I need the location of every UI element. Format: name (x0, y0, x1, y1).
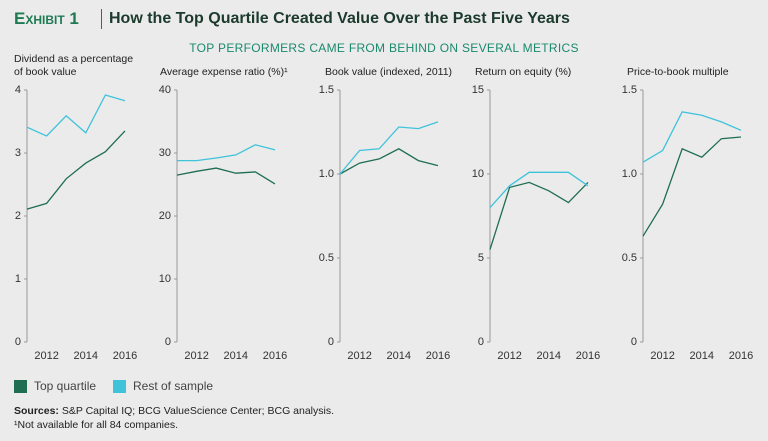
footnote: ¹Not available for all 84 companies. (14, 419, 179, 431)
y-tick-label: 0 (165, 336, 171, 348)
panel-title: Dividend as a percentage of book value (14, 53, 134, 78)
y-tick-label: 5 (478, 252, 484, 264)
x-tick-label: 2012 (184, 350, 208, 362)
legend-swatch (113, 379, 126, 393)
x-tick-label: 2014 (74, 350, 98, 362)
y-tick-label: 0 (631, 336, 637, 348)
y-tick-label: 10 (159, 273, 171, 285)
x-tick-label: 2016 (426, 350, 450, 362)
exhibit-label: Exhibit 1 (14, 9, 79, 28)
x-tick-label: 2012 (34, 350, 58, 362)
series-line (26, 94, 126, 137)
y-tick-label: 0 (15, 336, 21, 348)
y-tick-label: 1.0 (319, 168, 334, 180)
series-line (339, 121, 439, 175)
series-line (176, 167, 276, 185)
sources-text: S&P Capital IQ; BCG ValueScience Center;… (61, 405, 335, 417)
y-tick-label: 10 (472, 168, 484, 180)
panel-title: Average expense ratio (%)¹ (160, 66, 288, 78)
legend-label: Top quartile (34, 379, 97, 393)
y-tick-label: 15 (472, 84, 484, 96)
series-line (26, 130, 126, 210)
y-tick-label: 40 (159, 84, 171, 96)
y-tick-label: 0.5 (319, 252, 334, 264)
y-tick-label: 2 (15, 210, 21, 222)
legend-swatch (14, 379, 27, 393)
y-tick-label: 1.0 (622, 168, 637, 180)
y-tick-label: 3 (15, 147, 21, 159)
sources-label: Sources: (14, 405, 59, 417)
y-tick-label: 0 (478, 336, 484, 348)
series-line (489, 181, 589, 250)
x-tick-label: 2016 (263, 350, 287, 362)
y-tick-label: 20 (159, 210, 171, 222)
series-line (489, 171, 589, 209)
x-tick-label: 2016 (729, 350, 753, 362)
series-line (177, 144, 276, 162)
x-tick-label: 2012 (347, 350, 371, 362)
x-tick-label: 2014 (224, 350, 248, 362)
x-tick-label: 2012 (497, 350, 521, 362)
legend-label: Rest of sample (133, 379, 214, 393)
series-line (339, 148, 439, 175)
legend-item: Rest of sample (113, 379, 213, 393)
panel-title: Return on equity (%) (475, 66, 572, 78)
x-tick-label: 2014 (537, 350, 561, 362)
x-tick-label: 2016 (113, 350, 137, 362)
series-line (642, 136, 742, 237)
y-tick-label: 0.5 (622, 252, 637, 264)
y-tick-label: 1.5 (622, 84, 637, 96)
separator (101, 9, 102, 29)
series-line (642, 111, 742, 163)
title: How the Top Quartile Created Value Over … (109, 10, 570, 27)
y-tick-label: 1 (15, 273, 21, 285)
y-tick-label: 30 (159, 147, 171, 159)
x-tick-label: 2016 (576, 350, 600, 362)
sources: Sources: S&P Capital IQ; BCG ValueScienc… (14, 405, 334, 417)
y-tick-label: 1.5 (319, 84, 334, 96)
panel-title: Price-to-book multiple (627, 66, 729, 78)
subtitle: TOP PERFORMERS CAME FROM BEHIND ON SEVER… (189, 41, 579, 55)
x-tick-label: 2014 (690, 350, 714, 362)
y-tick-label: 0 (328, 336, 334, 348)
x-tick-label: 2014 (387, 350, 411, 362)
panel-title: Book value (indexed, 2011) (325, 66, 453, 78)
y-tick-label: 4 (15, 84, 21, 96)
x-tick-label: 2012 (650, 350, 674, 362)
legend-item: Top quartile (14, 379, 96, 393)
